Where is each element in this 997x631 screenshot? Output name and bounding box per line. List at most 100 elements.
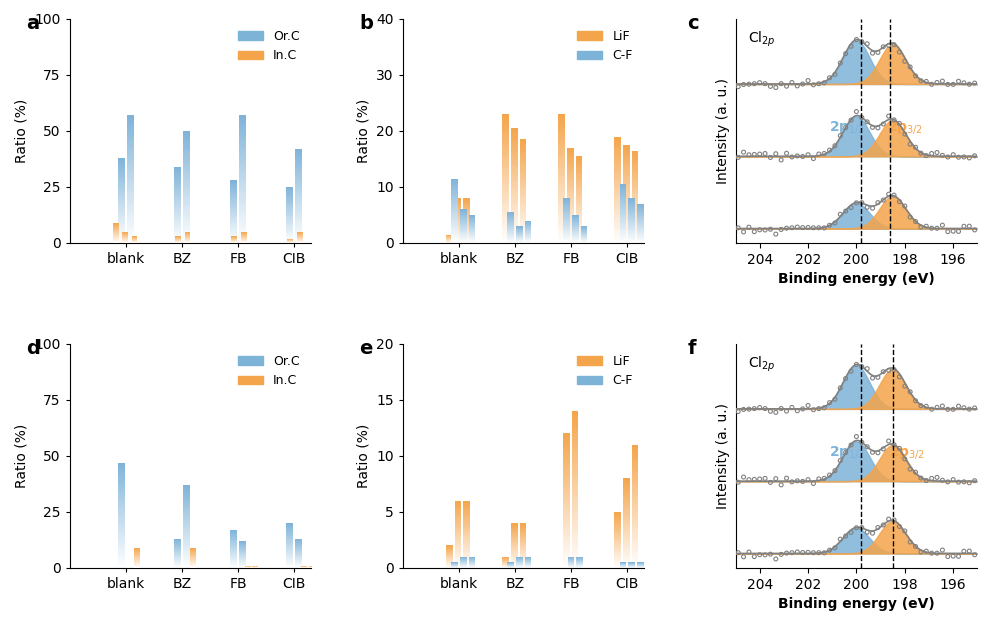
Point (897, 201, 913, 211)
Text: Cl$_{2p}$: Cl$_{2p}$ (748, 355, 776, 374)
Text: a: a (26, 15, 40, 33)
Point (967, 151, 983, 161)
Point (859, 363, 875, 374)
Point (913, 473, 929, 483)
Point (779, 81, 795, 91)
Point (870, 372, 886, 382)
Point (817, 403, 832, 413)
Point (875, 195, 891, 205)
Point (864, 48, 880, 58)
Point (741, 79, 757, 89)
Point (880, 365, 896, 375)
Point (886, 40, 902, 50)
Point (763, 549, 779, 559)
Point (864, 373, 880, 383)
Point (918, 546, 934, 556)
Point (967, 78, 983, 88)
Point (961, 404, 977, 414)
Point (832, 209, 848, 220)
Point (736, 404, 752, 415)
Point (934, 545, 950, 555)
Point (923, 548, 939, 558)
Point (848, 522, 864, 533)
Point (827, 543, 842, 553)
Point (897, 129, 913, 139)
Point (929, 473, 945, 483)
Point (752, 78, 768, 88)
Point (902, 212, 918, 222)
Point (763, 153, 779, 163)
Point (763, 224, 779, 234)
Point (853, 112, 869, 122)
Y-axis label: Intensity (a. u.): Intensity (a. u.) (716, 78, 730, 184)
Point (956, 78, 972, 88)
Point (817, 473, 832, 483)
Text: e: e (359, 339, 373, 358)
Legend: LiF, C-F: LiF, C-F (572, 350, 638, 392)
Point (763, 477, 779, 487)
Point (757, 473, 773, 483)
Point (795, 404, 811, 414)
Point (795, 79, 811, 89)
Text: c: c (688, 15, 699, 33)
Point (832, 383, 848, 393)
Point (736, 551, 752, 562)
Point (790, 406, 806, 416)
Point (886, 365, 902, 375)
Point (822, 145, 837, 155)
Point (806, 223, 822, 233)
Point (795, 223, 811, 233)
Point (757, 148, 773, 158)
Point (784, 548, 800, 558)
Point (934, 220, 950, 230)
Point (956, 477, 972, 487)
Point (817, 223, 832, 233)
Point (730, 223, 746, 233)
Point (934, 475, 950, 485)
Point (790, 151, 806, 161)
Point (961, 153, 977, 163)
Point (929, 223, 945, 233)
Point (870, 448, 886, 458)
Point (741, 404, 757, 414)
Text: 2p$_{3/2}$: 2p$_{3/2}$ (886, 119, 922, 136)
Point (940, 227, 956, 237)
Point (891, 521, 907, 531)
Y-axis label: Ratio (%): Ratio (%) (15, 424, 29, 488)
Point (934, 401, 950, 411)
Point (774, 225, 790, 235)
Point (950, 551, 966, 562)
Point (950, 227, 966, 237)
Point (886, 440, 902, 450)
Point (853, 522, 869, 533)
Point (730, 477, 746, 487)
Text: 2p$_{1/2}$: 2p$_{1/2}$ (829, 119, 864, 136)
Point (913, 148, 929, 158)
Point (779, 473, 795, 483)
Point (956, 546, 972, 557)
Point (806, 404, 822, 415)
Point (956, 221, 972, 232)
Point (843, 366, 859, 376)
Point (822, 220, 837, 230)
Point (837, 374, 853, 384)
Point (790, 547, 806, 557)
Point (859, 203, 875, 213)
Point (880, 40, 896, 50)
Point (827, 69, 842, 80)
Point (768, 474, 784, 484)
Point (741, 222, 757, 232)
Point (853, 362, 869, 372)
Point (875, 367, 891, 377)
Point (837, 447, 853, 457)
Point (967, 225, 983, 235)
Point (918, 401, 934, 411)
Point (902, 537, 918, 547)
Point (784, 223, 800, 233)
Point (811, 149, 827, 159)
Point (822, 73, 837, 83)
Point (757, 550, 773, 560)
Point (811, 404, 827, 414)
Point (747, 475, 763, 485)
Text: f: f (688, 339, 696, 358)
